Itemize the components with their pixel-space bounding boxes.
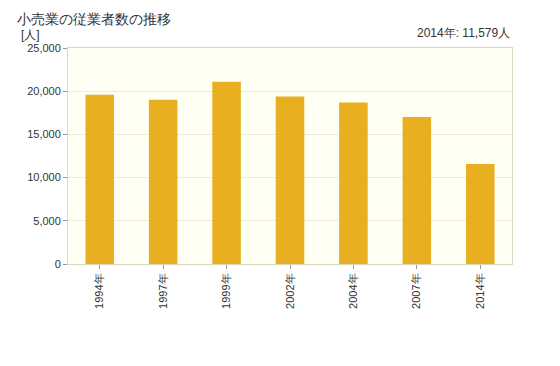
svg-text:2002年: 2002年 [284,273,296,308]
svg-text:[人]: [人] [21,28,40,42]
svg-text:10,000: 10,000 [27,171,61,183]
svg-text:1999年: 1999年 [220,273,232,308]
svg-text:2007年: 2007年 [410,273,422,308]
svg-text:2014年: 2014年 [474,273,486,308]
svg-text:0: 0 [55,258,61,270]
svg-text:5,000: 5,000 [33,215,61,227]
svg-text:2014年: 11,579人: 2014年: 11,579人 [417,26,510,40]
svg-text:25,000: 25,000 [27,42,61,54]
svg-text:1994年: 1994年 [93,273,105,308]
svg-text:20,000: 20,000 [27,85,61,97]
svg-text:小売業の従業者数の推移: 小売業の従業者数の推移 [17,11,171,27]
svg-text:1997年: 1997年 [157,273,169,308]
svg-text:2004年: 2004年 [347,273,359,308]
svg-text:15,000: 15,000 [27,128,61,140]
